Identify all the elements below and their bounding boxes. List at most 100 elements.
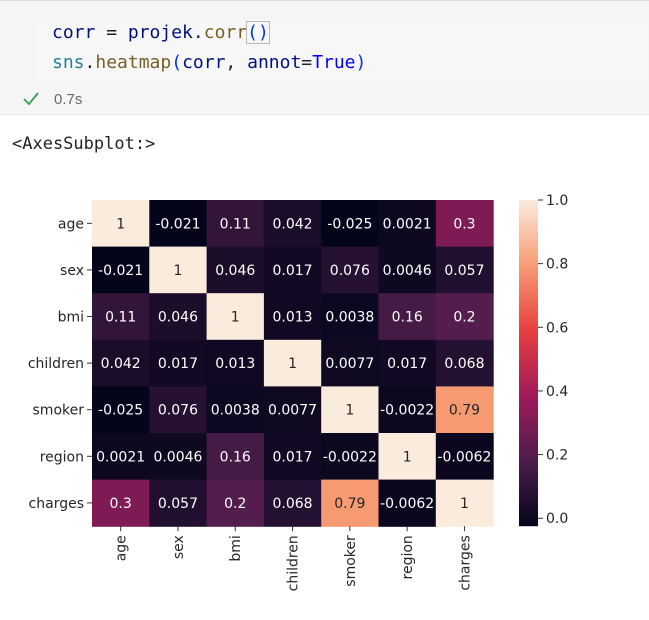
- heatmap-annotation: 0.042: [273, 216, 313, 232]
- heatmap-cell: [206, 246, 265, 294]
- heatmap-cell: [321, 200, 380, 248]
- x-tick-label: sex: [171, 535, 187, 559]
- code-token-sep: ,: [225, 52, 248, 73]
- code-editor[interactable]: corr = projek.corr() sns.heatmap(corr, a…: [36, 19, 648, 79]
- heatmap-annotation: 1: [345, 403, 354, 419]
- heatmap-cell: [321, 246, 380, 294]
- check-icon: [23, 92, 39, 106]
- heatmap-cell: [149, 339, 208, 387]
- heatmap-cell: [378, 386, 437, 434]
- y-tick-label: sex: [60, 263, 84, 279]
- heatmap-cell: [435, 479, 494, 527]
- colorbar-tick-label: 0.6: [546, 320, 568, 336]
- heatmap-annotation: -0.0022: [380, 403, 434, 419]
- heatmap-annotation: 0.11: [105, 310, 136, 326]
- heatmap-annotation: 0.16: [392, 310, 423, 326]
- heatmap-annotation: 0.2: [453, 310, 475, 326]
- heatmap-cell: [206, 293, 265, 341]
- heatmap-cell: [149, 246, 208, 294]
- heatmap-annotation: 0.017: [273, 449, 313, 465]
- x-tick-label: age: [114, 535, 130, 561]
- heatmap-cell: [378, 433, 437, 481]
- heatmap-cell: [435, 386, 494, 434]
- code-line-1[interactable]: corr = projek.corr(): [52, 21, 270, 44]
- output-text: <AxesSubplot:>: [12, 134, 156, 154]
- heatmap-annotation: 0.16: [220, 449, 251, 465]
- heatmap-annotation: 0.0038: [325, 310, 374, 326]
- code-token-var: corr: [52, 22, 96, 43]
- execution-time: 0.7s: [54, 90, 83, 108]
- code-token-paren: (): [246, 21, 270, 44]
- y-tick-label: age: [58, 216, 84, 232]
- heatmap-cell: [378, 293, 437, 341]
- heatmap-cell: [435, 293, 494, 341]
- heatmap-cell: [263, 293, 322, 341]
- heatmap-annotation: 0.0038: [211, 403, 260, 419]
- heatmap-annotation: 0.017: [273, 263, 313, 279]
- heatmap-cell: [435, 339, 494, 387]
- heatmap-cell: [321, 293, 380, 341]
- code-token-dot2: .: [84, 52, 96, 73]
- heatmap-cell: [92, 433, 150, 481]
- code-token-arg1: corr: [182, 52, 226, 73]
- heatmap-annotation: -0.025: [98, 403, 143, 419]
- heatmap-annotation: 1: [116, 216, 125, 232]
- code-token-op: =: [95, 22, 128, 43]
- heatmap-cell: [206, 433, 265, 481]
- heatmap-annotation: 0.0021: [96, 449, 145, 465]
- heatmap-cell: [378, 200, 437, 248]
- heatmap-annotation: -0.0062: [437, 449, 491, 465]
- heatmap-annotation: 0.013: [273, 310, 313, 326]
- heatmap-cell: [263, 339, 322, 387]
- x-tick-label: region: [400, 535, 416, 579]
- heatmap-annotation: 0.013: [215, 356, 255, 372]
- heatmap-cell: [149, 200, 208, 248]
- heatmap-cell: [263, 200, 322, 248]
- heatmap-cell: [321, 479, 380, 527]
- heatmap-cell: [149, 386, 208, 434]
- x-tick-label: smoker: [343, 535, 359, 587]
- x-tick-label: bmi: [228, 535, 244, 561]
- heatmap-cell: [321, 433, 380, 481]
- code-token-dot: .: [192, 22, 204, 43]
- x-tick-label: children: [286, 535, 302, 591]
- heatmap-cell: [149, 479, 208, 527]
- heatmap-cell: [206, 200, 265, 248]
- heatmap-cell: [378, 246, 437, 294]
- heatmap-cell: [206, 479, 265, 527]
- heatmap-cell: [378, 339, 437, 387]
- code-line-2[interactable]: sns.heatmap(corr, annot=True): [52, 52, 366, 73]
- code-cell[interactable]: corr = projek.corr() sns.heatmap(corr, a…: [0, 0, 649, 115]
- code-token-open: (: [171, 52, 183, 73]
- heatmap-cell: [435, 246, 494, 294]
- colorbar-tick-label: 1.0: [546, 193, 568, 209]
- code-token-mod: sns: [52, 52, 85, 73]
- heatmap-annotation: 1: [460, 496, 469, 512]
- heatmap-annotation: 1: [288, 356, 297, 372]
- heatmap-annotation: 0.79: [449, 403, 480, 419]
- heatmap-cell: [92, 386, 150, 434]
- y-tick-label: smoker: [33, 403, 85, 419]
- code-token-fn2: heatmap: [95, 52, 172, 73]
- heatmap-annotation: 0.068: [444, 356, 484, 372]
- heatmap-cell: [92, 293, 150, 341]
- heatmap-cell: [92, 200, 150, 248]
- colorbar-tick-label: 0.4: [546, 384, 568, 400]
- colorbar-tick-label: 0.0: [546, 511, 568, 527]
- heatmap-cell: [435, 200, 494, 248]
- heatmap-annotation: 0.076: [330, 263, 370, 279]
- heatmap-cell: [378, 479, 437, 527]
- y-tick-label: bmi: [58, 310, 84, 326]
- heatmap-annotation: 0.11: [220, 216, 251, 232]
- heatmap-cell: [321, 339, 380, 387]
- heatmap-annotation: 1: [173, 263, 182, 279]
- heatmap-figure: 1 -0.021 0.11 0.042 -0.025 0.0021 0.3 -0.021 1 0.…: [28, 193, 569, 591]
- heatmap-cell: [206, 386, 265, 434]
- y-tick-label: region: [40, 449, 84, 465]
- heatmap-annotation: 1: [231, 310, 240, 326]
- heatmap-annotation: 0.017: [387, 356, 427, 372]
- heatmap-annotation: -0.0022: [323, 449, 377, 465]
- heatmap-cell: [263, 386, 322, 434]
- heatmap-annotation: -0.0062: [380, 496, 434, 512]
- heatmap-annotation: 0.046: [158, 310, 198, 326]
